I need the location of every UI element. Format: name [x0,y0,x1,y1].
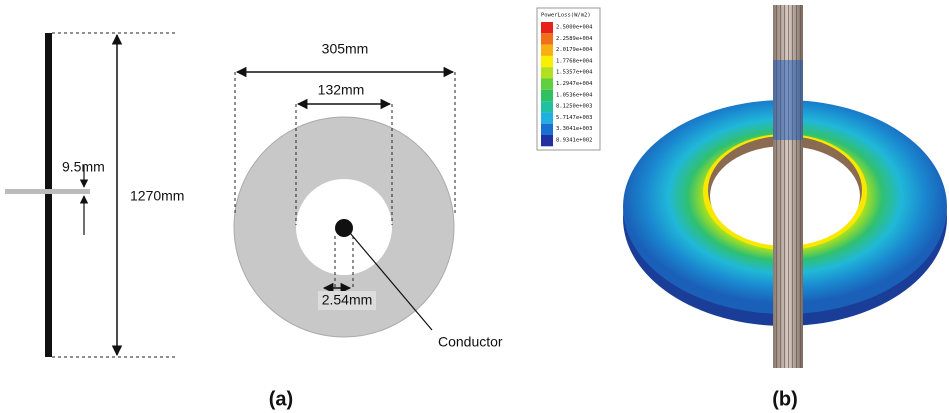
conductor-rod [45,33,52,357]
rod-stripes [773,5,803,368]
legend-swatch [541,33,553,44]
outer-diameter-label: 305mm [322,41,369,57]
legend-label: 2.0179e+004 [556,47,593,53]
thickness-label: 9.5mm [62,159,105,175]
legend-swatch [541,79,553,90]
legend-label: 1.2947e+004 [556,81,593,87]
legend-swatch [541,90,553,101]
legend-label: 2.5000e+004 [556,25,593,31]
conductor-diameter-label: 2.54mm [322,292,373,308]
figure: 1270mm 9.5mm 305mm 132mm 2.54mm Conducto… [0,0,949,413]
legend-label: 8.9341e+002 [556,138,592,144]
legend-title: PowerLoss(W/m2) [541,13,591,19]
height-label: 1270mm [130,188,184,204]
simulation [623,5,947,368]
legend-label: 1.5357e+004 [556,70,593,76]
legend-label: 2.2589e+004 [556,36,593,42]
legend-label: 5.7147e+003 [556,115,592,121]
legend-swatch [541,56,553,67]
caption-b: (b) [772,388,798,410]
legend-swatch [541,124,553,135]
legend-label: 8.1250e+003 [556,104,592,110]
conductor [335,219,353,237]
legend-swatch [541,112,553,123]
legend-swatch [541,101,553,112]
legend-swatch [541,135,553,146]
caption-a: (a) [269,388,293,410]
legend: PowerLoss(W/m2) 2.5000e+004 2.2589e+004 2.… [537,8,600,150]
legend-swatch [541,67,553,78]
legend-swatch [541,45,553,56]
legend-label: 1.0536e+004 [556,92,593,98]
inner-diameter-label: 132mm [318,82,365,98]
side-view: 1270mm 9.5mm [5,33,184,357]
plate-edge [5,189,90,194]
rod-overlap [773,60,803,140]
conductor-label: Conductor [438,334,503,350]
legend-label: 3.3041e+003 [556,126,592,132]
legend-swatch [541,22,553,33]
legend-label: 1.7768e+004 [556,58,593,64]
top-view: 305mm 132mm 2.54mm Conductor [234,41,503,350]
